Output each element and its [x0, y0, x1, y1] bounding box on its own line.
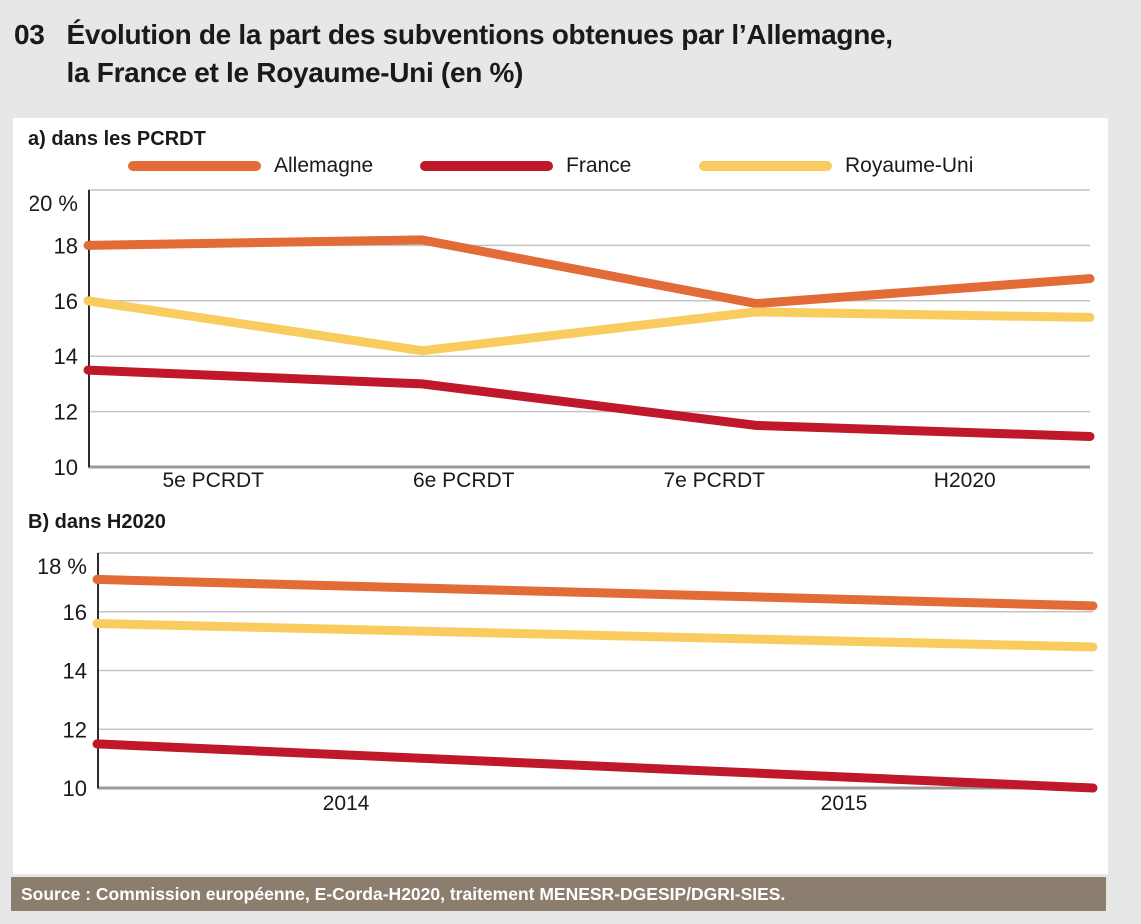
chart-pcrdt: 20 % 18 16 14 12 10 5e PCRDT 6e PCRDT 7e PCRDT H2… [30, 189, 1095, 492]
chart-h2020: 18 % 16 14 12 10 2014 2015 [39, 552, 1098, 815]
section-label-h2020: B) dans H2020 [28, 511, 166, 533]
series-line-royaume-uni [83, 296, 1095, 356]
series-line-allemagne [83, 235, 1095, 309]
series-line-france [92, 739, 1098, 793]
legend-swatch [420, 161, 553, 171]
x-category-label: 2015 [821, 792, 868, 815]
y-tick-label: 18 % [39, 554, 87, 579]
y-tick-label: 18 [54, 233, 78, 258]
y-tick-label: 20 % [30, 191, 78, 216]
x-category-label: 5e PCRDT [162, 469, 264, 492]
y-tick-label: 12 [63, 717, 87, 742]
legend-label: Royaume-Uni [845, 154, 974, 177]
x-category-label: 6e PCRDT [413, 469, 515, 492]
figure-number: 03 [14, 19, 45, 50]
legend-swatch [699, 161, 832, 171]
y-tick-label: 14 [63, 659, 87, 684]
legend-label: France [566, 154, 632, 177]
section-label-pcrdt: a) dans les PCRDT [28, 128, 206, 150]
legend-item-france: France [420, 154, 631, 178]
title-line-1: Évolution de la part des subventions obt… [66, 19, 894, 50]
figure-title: 03 Évolution de la part des subventions … [14, 16, 893, 92]
series-line-allemagne [92, 574, 1098, 611]
legend-label: Allemagne [274, 154, 374, 177]
title-line-2: la France et le Royaume-Uni (en %) [66, 57, 524, 88]
y-tick-label: 16 [54, 289, 78, 314]
series-line-royaume-uni [92, 619, 1098, 652]
legend-swatch [128, 161, 261, 171]
legend-item-allemagne: Allemagne [128, 154, 373, 178]
x-category-label: H2020 [934, 469, 996, 492]
source-bar: Source : Commission européenne, E-Corda-… [11, 877, 1106, 911]
y-tick-label: 16 [63, 600, 87, 625]
x-category-label: 7e PCRDT [663, 469, 765, 492]
y-tick-label: 14 [54, 344, 78, 369]
y-tick-label: 10 [63, 776, 87, 801]
series-line-france [83, 365, 1095, 441]
legend-item-royaume-uni: Royaume-Uni [699, 154, 973, 178]
y-tick-label: 10 [54, 455, 78, 480]
legend: Allemagne France Royaume-Uni [13, 154, 1108, 180]
figure-title-text: Évolution de la part des subventions obt… [66, 16, 894, 92]
chart-panel: a) dans les PCRDT Allemagne France Royaume… [13, 118, 1108, 898]
y-tick-label: 12 [54, 400, 78, 425]
x-category-label: 2014 [323, 792, 370, 815]
